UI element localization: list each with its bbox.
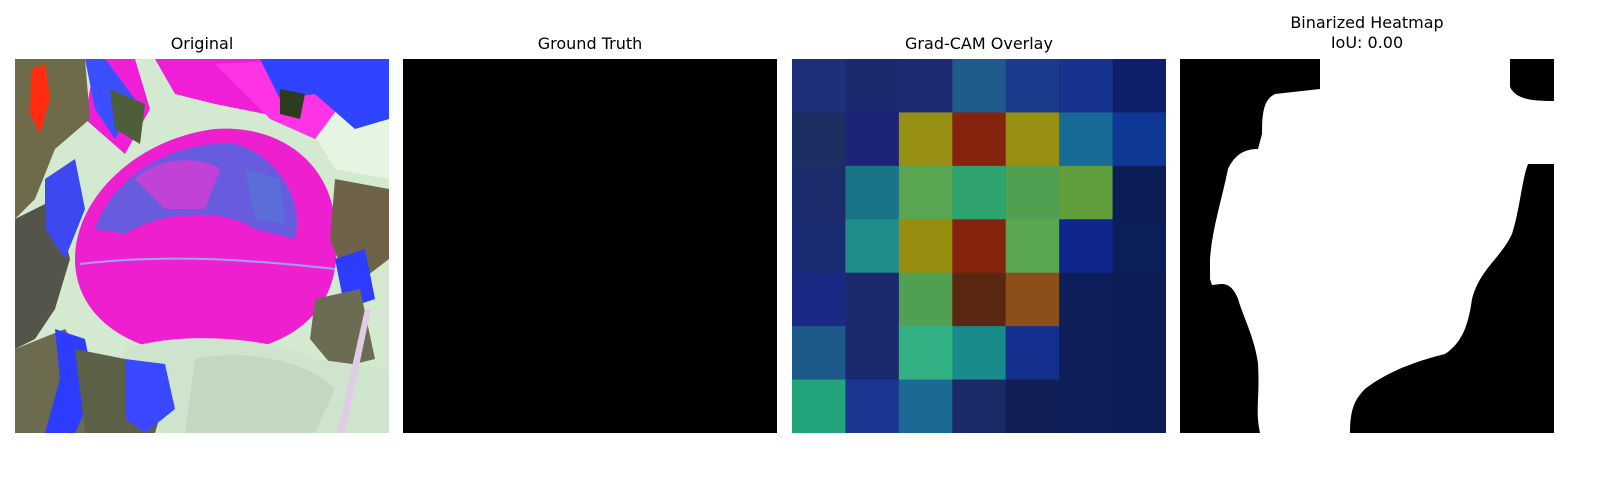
gradcam-cell: [1005, 326, 1060, 381]
gradcam-cell: [792, 326, 846, 381]
gradcam-cell: [1112, 272, 1166, 327]
gradcam-cell: [792, 59, 846, 113]
gradcam-cell: [792, 219, 846, 274]
gradcam-cell: [845, 379, 900, 433]
gradcam-cell: [1112, 59, 1166, 113]
gradcam-cell: [898, 379, 953, 433]
gradcam-cell: [1112, 379, 1166, 433]
gradcam-cell: [1059, 59, 1114, 113]
gradcam-cell: [845, 326, 900, 381]
gradcam-cell: [952, 326, 1007, 381]
binarized-title: Binarized Heatmap: [1290, 13, 1444, 32]
gradcam-cell: [845, 112, 900, 167]
gradcam-cell: [898, 219, 953, 274]
gradcam-cell: [1059, 379, 1114, 433]
binarized-heatmap: [1180, 59, 1554, 433]
original-title: Original: [170, 34, 234, 53]
gradcam-cell: [1005, 219, 1060, 274]
gradcam-overlay: [792, 59, 1166, 433]
iou-label: IoU: 0.00: [1330, 33, 1404, 52]
gradcam-cell: [952, 112, 1007, 167]
gradcam-cell: [845, 219, 900, 274]
gradcam-cell: [1059, 326, 1114, 381]
binarized-title-block: Binarized Heatmap IoU: 0.00: [1180, 13, 1554, 53]
gradcam-heatmap-grid: [792, 59, 1166, 433]
gradcam-cell: [1112, 112, 1166, 167]
gradcam-cell: [1112, 219, 1166, 274]
gradcam-cell: [898, 272, 953, 327]
gradcam-cell: [1005, 112, 1060, 167]
gradcam-cell: [845, 59, 900, 113]
gradcam-cell: [1005, 272, 1060, 327]
gradcam-cell: [1059, 165, 1114, 220]
gradcam-cell: [792, 112, 846, 167]
gradcam-cell: [1112, 165, 1166, 220]
gradcam-cell: [1059, 112, 1114, 167]
gradcam-cell: [898, 165, 953, 220]
gradcam-cell: [792, 165, 846, 220]
gradcam-cell: [845, 165, 900, 220]
gradcam-cell: [952, 165, 1007, 220]
ground-truth-mask: [403, 59, 777, 433]
gradcam-cell: [792, 272, 846, 327]
gradcam-cell: [1112, 326, 1166, 381]
gradcam-cell: [898, 59, 953, 113]
gradcam-cell: [792, 379, 846, 433]
gradcam-cell: [1005, 379, 1060, 433]
gradcam-cell: [952, 59, 1007, 113]
gradcam-cell: [952, 272, 1007, 327]
gradcam-cell: [1059, 219, 1114, 274]
gradcam-cell: [1059, 272, 1114, 327]
binarized-mask-drawing: [1180, 59, 1554, 433]
original-image-drawing: [15, 59, 389, 433]
gradcam-cell: [845, 272, 900, 327]
gradcam-cell: [898, 326, 953, 381]
original-image: [15, 59, 389, 433]
gradcam-cell: [898, 112, 953, 167]
gradcam-cell: [952, 379, 1007, 433]
ground-truth-title: Ground Truth: [537, 34, 643, 53]
gradcam-title: Grad-CAM Overlay: [905, 34, 1053, 53]
gradcam-cell: [1005, 59, 1060, 113]
gradcam-cell: [1005, 165, 1060, 220]
gradcam-cell: [952, 219, 1007, 274]
